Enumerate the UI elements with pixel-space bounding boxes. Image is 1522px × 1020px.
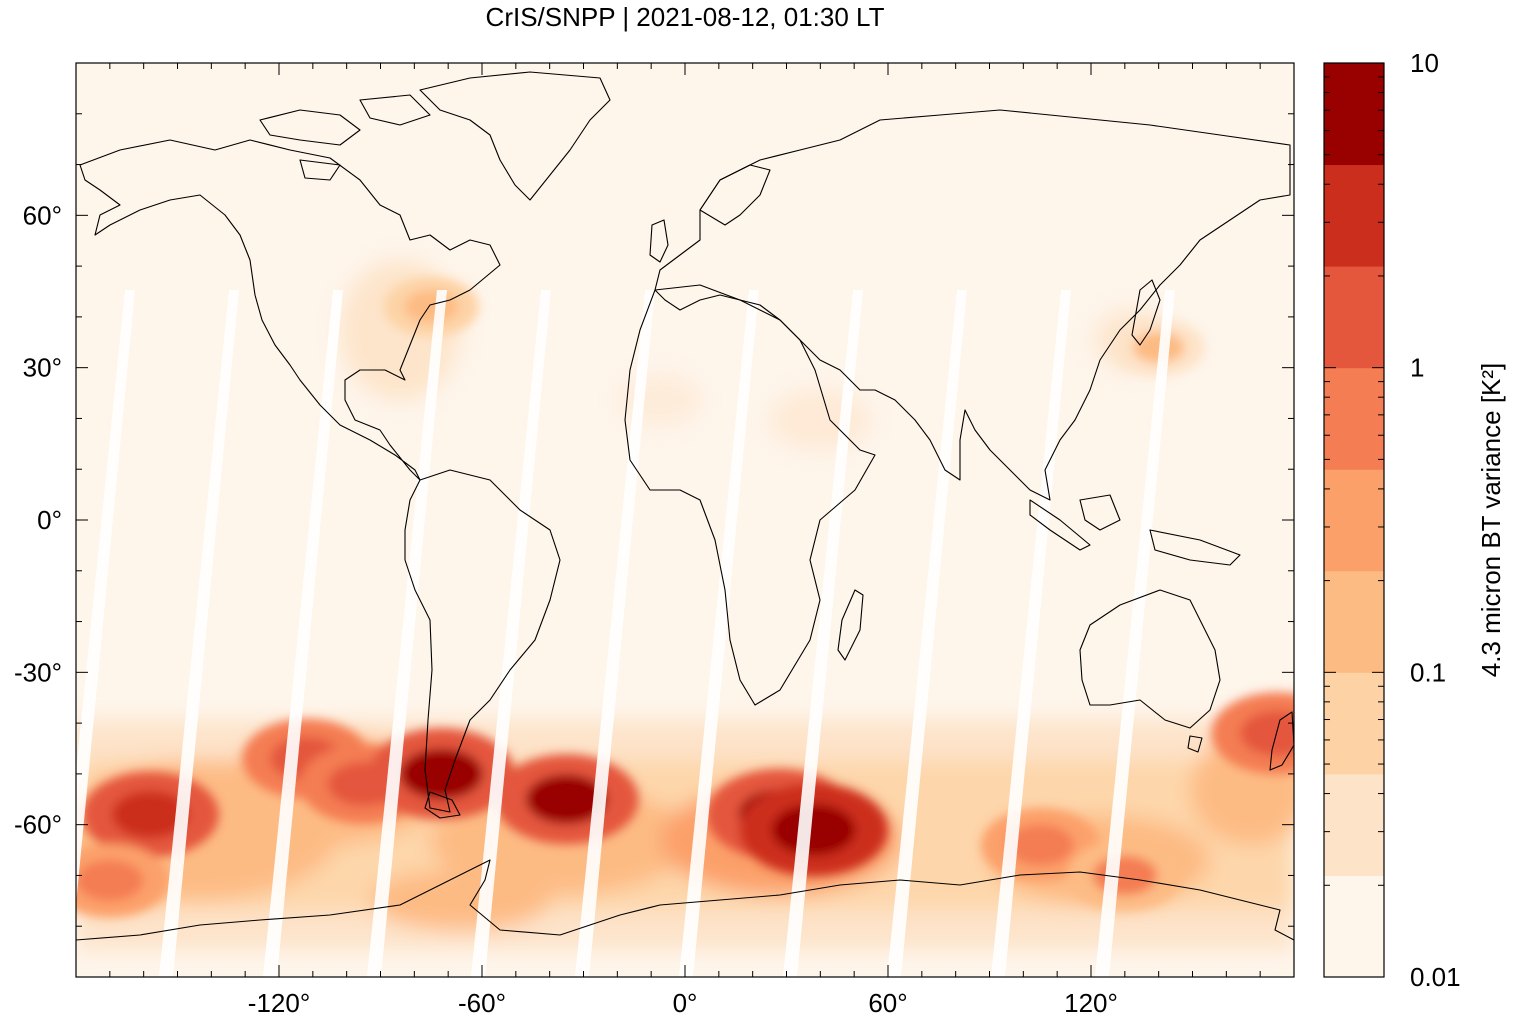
coastline-north-america [79, 139, 501, 481]
colorbar-bin-4 [1324, 469, 1384, 572]
hotspot-6 [771, 804, 856, 856]
colorbar-labels: 10 1 0.1 0.01 [1410, 48, 1461, 992]
longitude-labels: -120° -60° 0° 60° 120° [248, 988, 1118, 1018]
coastline-greenland [419, 71, 611, 201]
map-title: CrIS/SNPP | 2021-08-12, 01:30 LT [485, 2, 885, 32]
hotspot-3 [400, 748, 483, 800]
hotspot-12 [1132, 331, 1185, 364]
swath-gap-7 [783, 290, 863, 977]
hotspot-8 [1006, 824, 1074, 866]
y-tick-label: 60° [23, 200, 62, 230]
colorbar-bin-7 [1324, 164, 1384, 267]
swath-gap-4 [471, 290, 551, 977]
swath-gap-1 [159, 290, 239, 977]
x-tick-label: 60° [868, 988, 907, 1018]
map-axis-ticks [76, 63, 1294, 977]
coastline-tasmania [1187, 735, 1203, 753]
colorbar-tick-label: 0.01 [1410, 962, 1461, 992]
colorbar-bin-6 [1324, 266, 1384, 369]
x-tick-label: -60° [458, 988, 506, 1018]
colorbar-tick-label: 10 [1410, 48, 1439, 78]
coastline-japan [1131, 279, 1161, 346]
y-tick-label: 30° [23, 353, 62, 383]
x-tick-label: -120° [248, 988, 310, 1018]
colorbar-bin-2 [1324, 672, 1384, 775]
coastline-madagascar [837, 589, 864, 661]
coastline-eurasia [654, 109, 1291, 501]
hotspot-0 [111, 790, 189, 839]
coastline-maritime-continent [1029, 494, 1241, 566]
colorbar-title: 4.3 micron BT variance [K²] [1476, 363, 1506, 678]
hotspot-10 [1240, 710, 1294, 756]
coastline-british-isles [649, 219, 669, 263]
colorbar-frame [1323, 62, 1385, 978]
hotspot-7 [76, 860, 144, 901]
coastline-africa [624, 284, 876, 706]
y-tick-label: 0° [37, 505, 62, 535]
coastlines [76, 71, 1294, 941]
swath-gap-0 [76, 290, 135, 905]
coastline-south-america [404, 469, 561, 813]
coastline-arctic-islands [259, 94, 431, 181]
swath-gap-10 [1095, 290, 1175, 977]
y-tick-label: -60° [14, 810, 62, 840]
colorbar-tick-label: 1 [1410, 353, 1424, 383]
latitude-labels: 60° 30° 0° -30° -60° [14, 200, 62, 839]
x-tick-label: 120° [1064, 988, 1118, 1018]
hotspot-11 [404, 290, 459, 324]
colorbar-ticks [1324, 76, 1384, 978]
colorbar-bin-1 [1324, 773, 1384, 876]
swath-gap-5 [575, 290, 655, 977]
coastline-new-zealand [1269, 711, 1294, 771]
x-tick-label: 0° [673, 988, 698, 1018]
hotspot-4 [526, 774, 608, 825]
colorbar-bin-0 [1324, 875, 1384, 978]
swath-gap-8 [887, 290, 967, 977]
swath-gap-6 [679, 290, 759, 977]
coastline-australia [1079, 589, 1221, 729]
colorbar-tick-label: 0.1 [1410, 657, 1446, 687]
colorbar-bin-8 [1324, 63, 1384, 166]
swath-gap-9 [991, 290, 1071, 977]
orbital-swath-gaps [76, 290, 1175, 977]
coastline-antarctica [76, 859, 1294, 941]
coastline-tierra-del-fuego [424, 791, 461, 819]
map-plot-area [76, 63, 1294, 977]
swath-gap-2 [263, 290, 343, 977]
colorbar-bin-3 [1324, 570, 1384, 673]
colorbar-bin-5 [1324, 367, 1384, 470]
colorbar-bins [1324, 63, 1384, 978]
colorbar: 10 1 0.1 0.01 4.3 micron BT variance [K²] [1323, 48, 1506, 992]
coastline-scandinavia [699, 164, 771, 226]
y-tick-label: -30° [14, 657, 62, 687]
swath-gap-3 [367, 290, 447, 977]
